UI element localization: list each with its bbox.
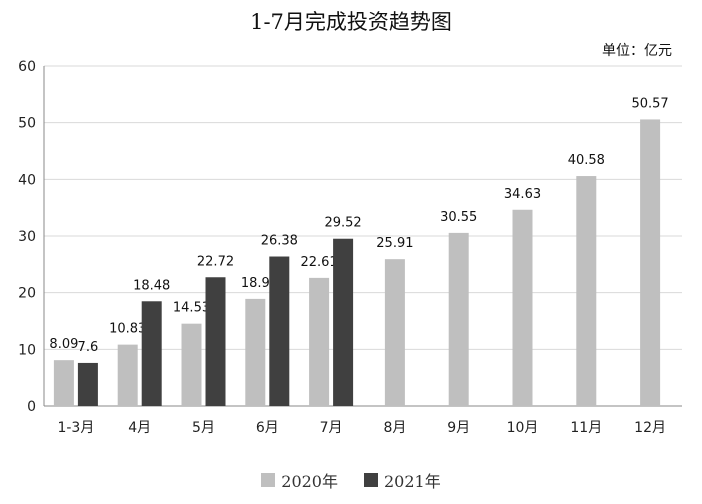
- data-label: 18.48: [133, 278, 170, 293]
- data-label: 14.53: [173, 301, 210, 316]
- bar-2020年-12月: [640, 119, 661, 406]
- y-tick-label: 40: [18, 172, 36, 188]
- y-tick-label: 50: [18, 116, 36, 132]
- data-label: 26.38: [261, 234, 298, 249]
- data-label: 25.91: [376, 236, 413, 251]
- bar-2020年-6月: [245, 298, 266, 406]
- bar-2021年-7月: [333, 238, 354, 406]
- bar-2020年-8月: [384, 259, 405, 406]
- bar-2020年-10月: [512, 209, 533, 406]
- bar-2021年-5月: [205, 277, 226, 406]
- legend-label-2021: 2021年: [384, 472, 441, 491]
- y-tick-label: 30: [18, 229, 36, 245]
- legend-item-2021: 2021年: [364, 468, 441, 492]
- y-tick-label: 20: [18, 286, 36, 302]
- data-label: 30.55: [440, 210, 477, 225]
- data-label: 10.83: [109, 322, 146, 337]
- y-tick-label: 0: [27, 399, 36, 415]
- bar-2020年-9月: [448, 232, 469, 406]
- data-label: 18.9: [241, 276, 270, 291]
- legend-item-2020: 2020年: [261, 468, 338, 492]
- data-label: 40.58: [568, 153, 605, 168]
- bar-2020年-11月: [576, 176, 597, 406]
- x-tick-label: 1-3月: [57, 420, 94, 436]
- data-label: 34.63: [504, 187, 541, 202]
- y-tick-label: 60: [18, 59, 36, 75]
- data-label: 50.57: [631, 96, 668, 111]
- legend-swatch-2020: [261, 473, 276, 487]
- bar-2020年-4月: [117, 344, 138, 406]
- x-tick-label: 12月: [634, 420, 666, 436]
- bar-2021年-6月: [269, 256, 290, 406]
- x-tick-label: 5月: [192, 420, 215, 436]
- unit-label: 单位：亿元: [602, 43, 672, 59]
- x-tick-label: 7月: [320, 420, 343, 436]
- bar-2020年-1-3月: [53, 360, 74, 406]
- x-tick-label: 4月: [128, 420, 151, 436]
- legend-label-2020: 2020年: [281, 472, 338, 491]
- bar-2020年-7月: [309, 277, 330, 406]
- bar-2020年-5月: [181, 323, 202, 406]
- data-label: 8.09: [49, 337, 78, 352]
- data-label: 22.61: [300, 255, 337, 270]
- x-tick-label: 11月: [570, 420, 602, 436]
- x-tick-label: 8月: [383, 420, 406, 436]
- legend-swatch-2021: [364, 473, 378, 487]
- x-tick-label: 9月: [447, 420, 470, 436]
- bar-2021年-1-3月: [77, 362, 98, 406]
- legend: 2020年 2021年: [0, 468, 702, 492]
- x-tick-label: 6月: [256, 420, 279, 436]
- data-label: 7.6: [78, 340, 99, 355]
- chart-title: 1-7月完成投资趋势图: [250, 10, 452, 34]
- bar-2021年-4月: [141, 301, 162, 406]
- x-tick-label: 10月: [507, 420, 539, 436]
- y-tick-label: 10: [18, 342, 36, 358]
- data-label: 22.72: [197, 254, 234, 269]
- data-label: 29.52: [324, 216, 361, 231]
